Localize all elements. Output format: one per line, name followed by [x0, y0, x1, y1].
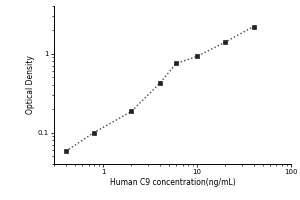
X-axis label: Human C9 concentration(ng/mL): Human C9 concentration(ng/mL) [110, 178, 236, 187]
Y-axis label: Optical Density: Optical Density [26, 56, 35, 114]
